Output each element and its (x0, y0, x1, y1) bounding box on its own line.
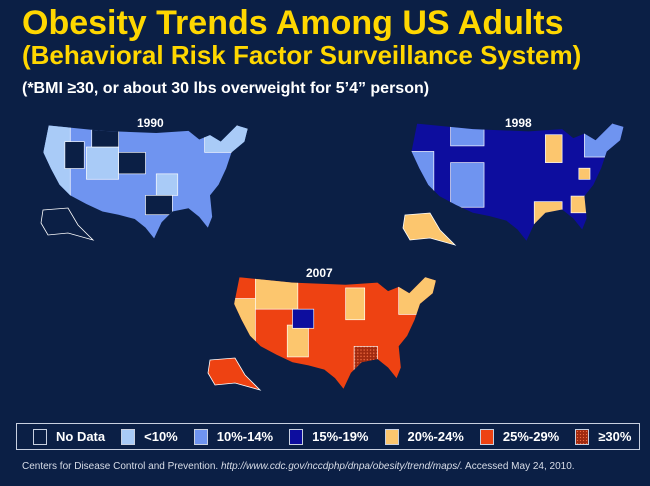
alaska-1998 (402, 212, 457, 246)
map-year-1990: 1990 (137, 116, 164, 130)
legend-item-20-24: 20%-24% (384, 428, 464, 445)
source-accessed: Accessed May 24, 2010. (465, 461, 575, 472)
map-year-1998: 1998 (505, 116, 532, 130)
legend-item-25-29: 25%-29% (479, 428, 560, 445)
legend: No Data <10% 10%-14% 15%-19% 20%-24% 25%… (16, 423, 640, 450)
legend-swatch (33, 428, 47, 445)
legend-swatch (575, 428, 590, 445)
subtitle: (Behavioral Risk Factor Surveillance Sys… (22, 40, 582, 70)
legend-item-15-19: 15%-19% (289, 428, 369, 445)
map-year-2007: 2007 (306, 266, 333, 280)
legend-item-10-14: 10%-14% (193, 428, 274, 445)
map-1998 (411, 123, 624, 241)
source-org: Centers for Disease Control and Preventi… (22, 461, 219, 472)
legend-label: ≥30% (598, 429, 632, 444)
legend-item-30plus: ≥30% (575, 428, 632, 445)
legend-label: 10%-14% (216, 429, 274, 444)
title: Obesity Trends Among US Adults (22, 4, 564, 42)
legend-swatch (121, 428, 136, 445)
legend-label: 20%-24% (407, 429, 464, 444)
map-2007 (234, 277, 436, 389)
legend-label: 15%-19% (312, 429, 369, 444)
legend-item-lt10: <10% (121, 428, 178, 445)
legend-label: <10% (144, 429, 178, 444)
alaska-1990 (40, 207, 95, 241)
source-url: http://www.cdc.gov/nccdphp/dnpa/obesity/… (221, 461, 463, 472)
bmi-note: (*BMI ≥30, or about 30 lbs overweight fo… (22, 80, 430, 97)
legend-item-no-data: No Data (33, 428, 106, 445)
legend-swatch (289, 428, 304, 445)
legend-swatch (384, 428, 399, 445)
legend-label: 25%-29% (502, 429, 560, 444)
legend-swatch (193, 428, 208, 445)
legend-swatch (479, 428, 494, 445)
source-citation: Centers for Disease Control and Preventi… (22, 461, 575, 472)
map-1990 (43, 125, 248, 239)
alaska-2007 (207, 357, 262, 391)
legend-label: No Data (56, 429, 106, 444)
